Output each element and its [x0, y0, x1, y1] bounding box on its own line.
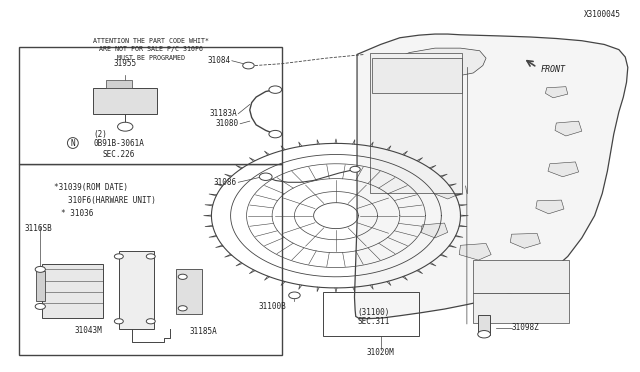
Circle shape [477, 331, 490, 338]
Text: 31100B: 31100B [259, 302, 286, 311]
Text: 0B91B-3061A: 0B91B-3061A [93, 138, 144, 148]
Circle shape [350, 166, 360, 172]
Circle shape [178, 306, 187, 311]
Circle shape [115, 319, 124, 324]
Circle shape [243, 62, 254, 69]
Polygon shape [460, 243, 491, 260]
Circle shape [289, 292, 300, 299]
Polygon shape [434, 184, 461, 199]
Text: (2): (2) [93, 130, 107, 140]
Text: X3100045: X3100045 [584, 10, 621, 19]
Polygon shape [510, 234, 540, 248]
Polygon shape [383, 48, 486, 77]
Bar [478, 315, 490, 335]
Polygon shape [516, 274, 545, 288]
Bar [372, 58, 462, 93]
Text: 31043M: 31043M [74, 326, 102, 336]
Polygon shape [400, 160, 426, 177]
Circle shape [35, 304, 45, 310]
Bar [473, 294, 569, 323]
Bar [93, 88, 157, 114]
Text: *31039(ROM DATE): *31039(ROM DATE) [54, 183, 128, 192]
Text: 3116SB: 3116SB [25, 224, 52, 233]
Bar [42, 264, 103, 318]
Polygon shape [536, 200, 564, 214]
Text: N: N [70, 138, 75, 148]
Text: * 31036: * 31036 [61, 209, 93, 218]
Bar [36, 271, 45, 301]
Bar [176, 269, 202, 314]
Circle shape [147, 254, 156, 259]
Text: 31020M: 31020M [367, 347, 394, 356]
Circle shape [115, 254, 124, 259]
Text: (31100): (31100) [357, 308, 389, 317]
Polygon shape [396, 119, 429, 137]
Circle shape [35, 266, 45, 272]
Text: 31084: 31084 [207, 56, 230, 65]
Text: 310F6(HARWARE UNIT): 310F6(HARWARE UNIT) [68, 196, 156, 205]
Bar [106, 80, 132, 88]
Bar [370, 52, 463, 193]
Bar [323, 292, 419, 336]
Bar [19, 47, 282, 164]
Polygon shape [548, 162, 579, 177]
Text: SEC.311: SEC.311 [357, 317, 389, 326]
Polygon shape [421, 223, 448, 238]
Text: FRONT: FRONT [540, 65, 565, 74]
Bar [119, 251, 154, 329]
Circle shape [118, 122, 133, 131]
Text: 31086: 31086 [214, 178, 237, 187]
Polygon shape [555, 121, 582, 136]
Circle shape [259, 173, 272, 180]
Text: 31955: 31955 [114, 59, 137, 68]
Bar [19, 164, 282, 355]
Text: 31183A: 31183A [209, 109, 237, 118]
Text: ATTENTION THE PART CODE WHIT*
ARE NOT FOR SALE P/C 310F6
MUST BE PROGRAMED: ATTENTION THE PART CODE WHIT* ARE NOT FO… [93, 38, 209, 61]
Text: 31185A: 31185A [189, 327, 217, 336]
Polygon shape [355, 34, 628, 319]
Text: 31098Z: 31098Z [511, 323, 540, 332]
Circle shape [269, 86, 282, 93]
Text: 31080: 31080 [215, 119, 238, 128]
Circle shape [147, 319, 156, 324]
Circle shape [269, 131, 282, 138]
Bar [473, 260, 569, 294]
Text: SEC.226: SEC.226 [102, 150, 135, 159]
Polygon shape [545, 87, 568, 98]
Circle shape [178, 274, 187, 279]
Polygon shape [481, 266, 511, 282]
